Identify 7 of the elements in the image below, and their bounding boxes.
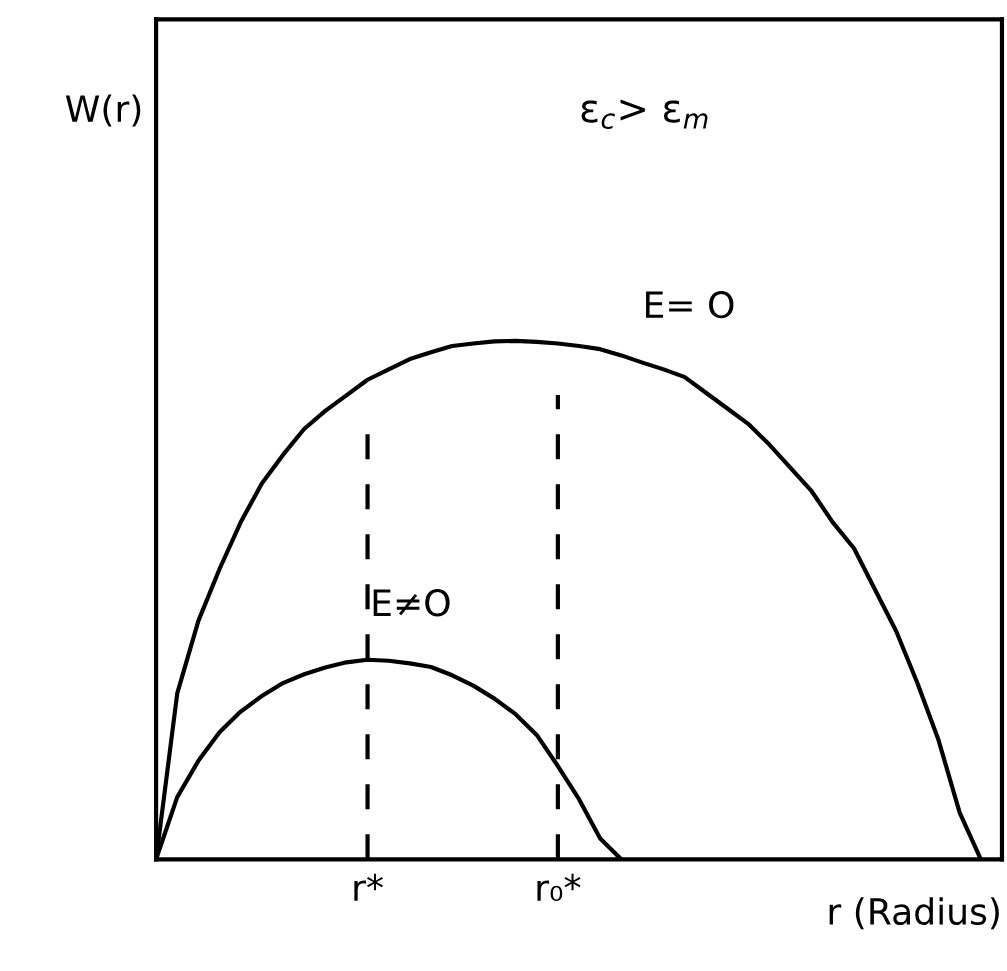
series-label: E≠O: [373, 589, 450, 617]
x-tick-label: r*: [354, 873, 383, 901]
text: ε$_{c}$> ε$_{m}$: [581, 99, 708, 129]
text: W(r): [65, 94, 141, 127]
x-tick-label: r₀*: [537, 873, 581, 902]
x-axis-title: r (Radius): [829, 897, 999, 930]
series-label: E= O: [646, 291, 734, 319]
